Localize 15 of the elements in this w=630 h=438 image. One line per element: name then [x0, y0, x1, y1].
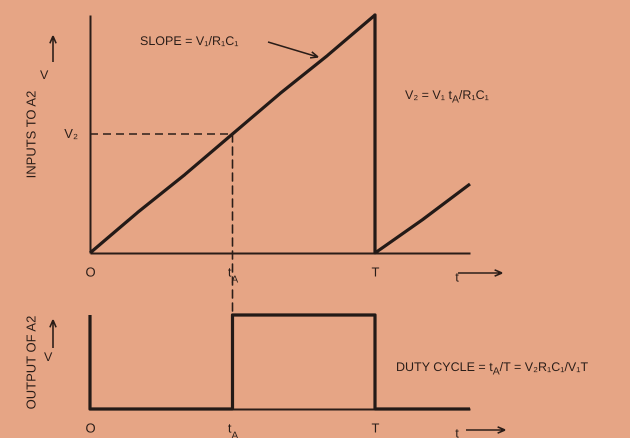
y-axis-title: INPUTS TO A2 [24, 90, 38, 178]
text: V [44, 350, 52, 364]
annotation: DUTY CYCLE = t$_{A}$/T = V₂R₁C₁/V₁T [396, 360, 588, 378]
x-axis-title: t [455, 270, 460, 284]
x-tick-label: T [372, 420, 380, 436]
x-tick-label: O [85, 264, 96, 280]
annotation: SLOPE = V₁/R₁C₁ [140, 34, 238, 48]
x-tick-label: t$_{A}$ [228, 420, 238, 438]
x-axis-title: t [455, 426, 460, 438]
y-axis-title: OUTPUT OF A2 [24, 316, 38, 410]
ref-line-label: V₂ [64, 126, 78, 141]
x-tick-label: T [372, 264, 380, 280]
x-tick-label: O [85, 420, 96, 436]
text: V [40, 68, 48, 82]
annotation: V₂ = V₁ t$_{A}$/R₁C₁ [405, 88, 489, 106]
